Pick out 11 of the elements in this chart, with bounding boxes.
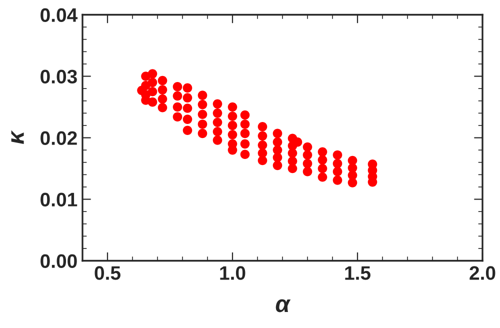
y-tick-label: 0.02 [40, 131, 77, 145]
x-axis-title: α [276, 299, 291, 312]
x-tick-label: 2.0 [470, 266, 496, 280]
x-tick-label: 1.0 [220, 266, 246, 280]
y-tick-label: 0.04 [40, 8, 78, 22]
y-tick-label: 0.01 [40, 192, 78, 206]
x-tick-label: 1.5 [345, 266, 370, 280]
y-tick-label: 0.03 [40, 70, 77, 84]
y-axis-title: κ [11, 130, 24, 144]
x-tick-label: 0.5 [94, 266, 120, 280]
y-tick-label: 0.00 [40, 254, 77, 268]
